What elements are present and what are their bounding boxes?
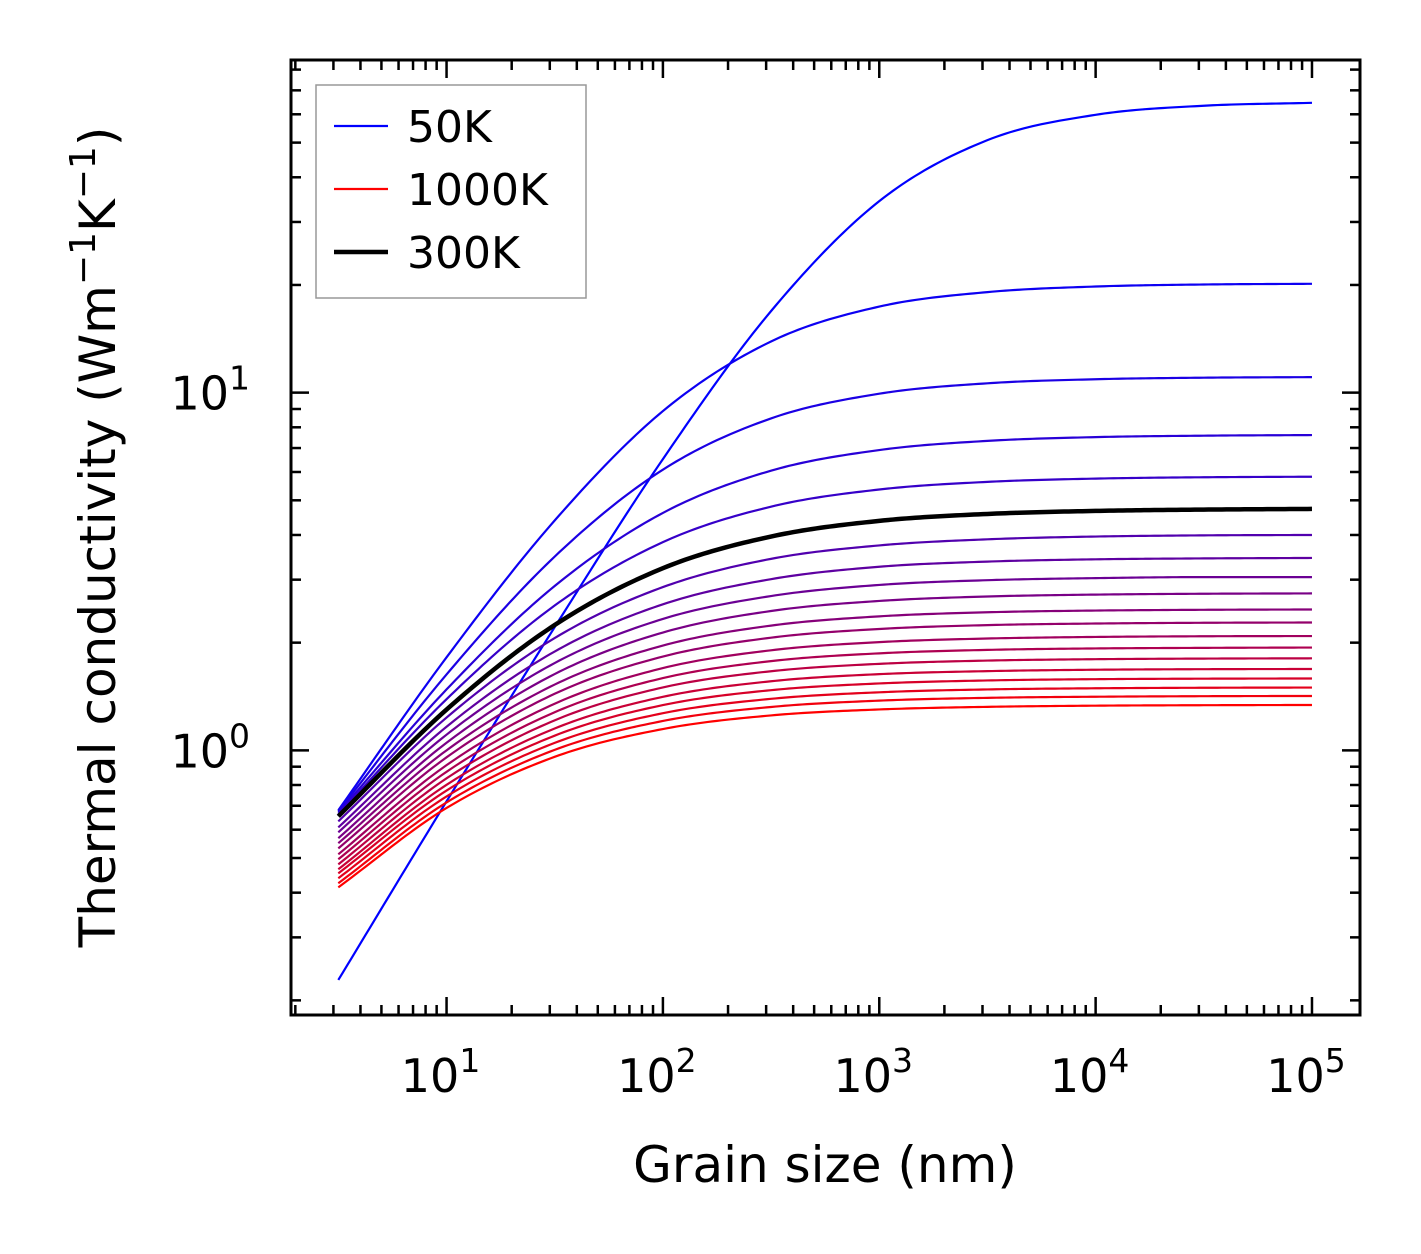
y-tick-label: 101	[170, 359, 250, 421]
series-line-200k	[337, 433, 1312, 814]
x-tick-label-base: 10	[401, 1049, 460, 1103]
x-tick-label: 102	[617, 1041, 697, 1103]
x-tick-label-base: 10	[1266, 1049, 1325, 1103]
legend-entry: 1000K	[334, 165, 549, 216]
x-tick-label: 101	[401, 1041, 481, 1103]
legend-entry: 50K	[334, 102, 493, 153]
x-tick-label-exponent: 2	[676, 1041, 697, 1080]
x-tick-label: 105	[1266, 1041, 1346, 1103]
series-line-1000k	[337, 703, 1312, 889]
series-line-500k	[337, 592, 1312, 840]
x-axis-label: Grain size (nm)	[633, 1136, 1017, 1194]
y-tick-label-exponent: 1	[229, 359, 250, 398]
series-line-450k	[337, 576, 1312, 834]
y-axis-label-base: Thermal conductivity (Wm	[69, 285, 127, 948]
y-axis-label-exp1: −1	[63, 232, 104, 285]
legend-entry: 300K	[334, 228, 521, 279]
y-axis-label-mid: K	[69, 198, 127, 232]
series-line-850k	[337, 677, 1312, 875]
x-tick-label-exponent: 1	[459, 1041, 480, 1080]
y-tick-label-base: 10	[170, 724, 229, 778]
y-tick-label: 100	[170, 716, 250, 778]
x-tick-label-base: 10	[617, 1049, 676, 1103]
series-line-700k	[337, 646, 1312, 861]
ticks-layer	[291, 60, 1360, 1015]
y-axis-label: Thermal conductivity (Wm−1K−1)	[63, 127, 127, 949]
series-line-400k	[337, 556, 1312, 829]
legend-entries: 50K 1000K 300K	[334, 102, 549, 279]
series-line-900k	[337, 686, 1312, 880]
x-tick-label-exponent: 4	[1108, 1041, 1129, 1080]
x-tick-label: 104	[1050, 1041, 1130, 1103]
x-tick-label: 103	[833, 1041, 913, 1103]
series-line-150k	[337, 376, 1312, 813]
legend-label: 300K	[407, 228, 521, 279]
x-tick-label-base: 10	[833, 1049, 892, 1103]
series-line-300k	[336, 506, 1312, 818]
legend: 50K 1000K 300K	[315, 84, 587, 299]
y-axis-label-end: )	[69, 127, 127, 147]
axes-frame	[289, 58, 1362, 1017]
y-tick-label-base: 10	[170, 367, 229, 421]
series-line-800k	[337, 667, 1312, 871]
plot-area	[289, 58, 1362, 1017]
legend-label: 1000K	[407, 165, 549, 216]
y-tick-label-exponent: 0	[229, 716, 250, 755]
series-line-950k	[337, 694, 1312, 885]
legend-label: 50K	[407, 102, 493, 153]
series-line-100k	[337, 282, 1312, 811]
legend-frame	[315, 84, 587, 299]
x-tick-label-base: 10	[1050, 1049, 1109, 1103]
y-axis-label-exp2: −1	[63, 146, 104, 199]
series-line-650k	[337, 634, 1312, 856]
series-line-250k	[337, 475, 1312, 816]
series-line-600k	[337, 621, 1312, 850]
series-line-550k	[337, 608, 1312, 845]
series-layer	[336, 101, 1313, 981]
series-line-750k	[337, 657, 1312, 866]
series-line-350k	[337, 533, 1312, 823]
x-tick-label-exponent: 3	[892, 1041, 913, 1080]
x-tick-label-exponent: 5	[1325, 1041, 1346, 1080]
